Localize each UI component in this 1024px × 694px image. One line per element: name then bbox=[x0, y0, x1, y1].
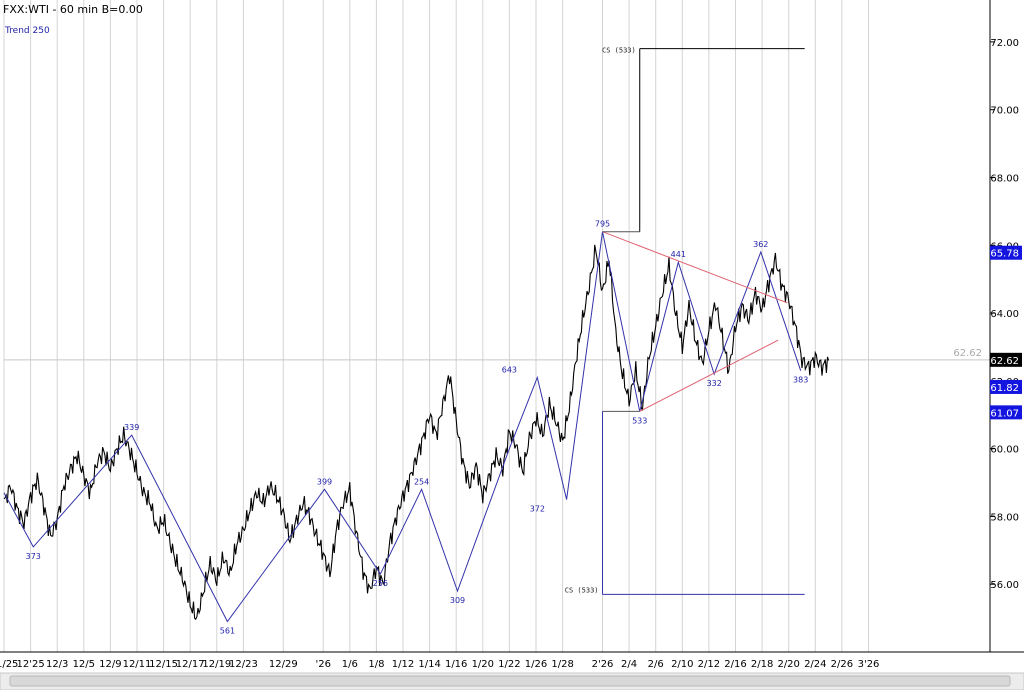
x-tick-label: 12/11 bbox=[123, 659, 152, 670]
wave-label: 643 bbox=[502, 365, 517, 374]
x-tick-label: 1/16 bbox=[445, 659, 467, 670]
x-tick-label: 1/8 bbox=[368, 659, 384, 670]
x-tick-label: 2'26 bbox=[592, 659, 614, 670]
x-tick-label: 11/25 bbox=[0, 659, 18, 670]
x-tick-label: 2/12 bbox=[698, 659, 720, 670]
trend-line bbox=[602, 231, 788, 304]
x-tick-label: 2/16 bbox=[724, 659, 746, 670]
price-badge bbox=[990, 405, 1022, 420]
wave-label: 373 bbox=[26, 552, 41, 561]
x-tick-label: 2/26 bbox=[831, 659, 853, 670]
x-tick-label: 12/17 bbox=[176, 659, 205, 670]
x-tick-label: 1/14 bbox=[418, 659, 440, 670]
x-tick-label: '26 bbox=[315, 659, 330, 670]
grid-layer: 62.62 bbox=[3, 0, 990, 652]
x-tick-label: 1/22 bbox=[498, 659, 520, 670]
wave-label: 383 bbox=[793, 376, 808, 385]
wave-label: 441 bbox=[671, 250, 686, 259]
wave-label: 372 bbox=[530, 504, 545, 513]
current-price-text: 62.62 bbox=[953, 348, 982, 359]
wave-label: 561 bbox=[220, 626, 235, 635]
x-tick-label: 1/12 bbox=[392, 659, 414, 670]
x-tick-label: 12'25 bbox=[16, 659, 44, 670]
x-tick-label: 1/26 bbox=[525, 659, 547, 670]
price-badge-text: 61.82 bbox=[990, 383, 1019, 394]
y-tick-label: 60.00 bbox=[990, 445, 1019, 456]
overlay-layer: CS (533) CS (533) 373 339 561 399 256 254 309 643… bbox=[3, 47, 808, 635]
x-tick-label: 12/29 bbox=[269, 659, 298, 670]
indicator-label: Trend 250 bbox=[4, 26, 50, 36]
x-tick-label: 2/4 bbox=[621, 659, 637, 670]
x-tick-label: 12/19 bbox=[202, 659, 231, 670]
x-tick-label: 12/23 bbox=[229, 659, 258, 670]
y-tick-label: 64.00 bbox=[990, 309, 1019, 320]
wave-label: 795 bbox=[595, 220, 610, 229]
trend-line bbox=[639, 339, 779, 412]
price-badge-text: 65.78 bbox=[990, 249, 1019, 260]
wave-label: 362 bbox=[753, 240, 768, 249]
wave-line bbox=[3, 231, 802, 623]
cs-label: CS (533) bbox=[565, 586, 599, 594]
wave-label: 399 bbox=[317, 477, 332, 486]
wave-label: 332 bbox=[707, 379, 722, 388]
price-badge bbox=[990, 245, 1022, 260]
wave-label: 256 bbox=[373, 579, 388, 588]
y-tick-label: 58.00 bbox=[990, 512, 1019, 523]
wave-label: 339 bbox=[124, 423, 139, 432]
x-tick-label: 2/24 bbox=[804, 659, 826, 670]
x-tick-label: 12/5 bbox=[73, 659, 95, 670]
x-tick-label: 2/20 bbox=[777, 659, 799, 670]
y-tick-label: 56.00 bbox=[990, 580, 1019, 591]
price-badge-text: 61.07 bbox=[990, 408, 1019, 419]
wave-label: 533 bbox=[632, 416, 647, 425]
x-tick-label: 12/9 bbox=[99, 659, 121, 670]
cs-label: CS (533) bbox=[602, 47, 636, 55]
price-layer bbox=[3, 244, 830, 621]
y-tick-label: 72.00 bbox=[990, 38, 1019, 49]
price-line bbox=[3, 244, 830, 621]
plot-background bbox=[4, 0, 990, 652]
wave-label: 309 bbox=[450, 596, 465, 605]
wave-label: 254 bbox=[414, 477, 429, 486]
x-tick-label: 12/15 bbox=[149, 659, 178, 670]
x-tick-label: 1/6 bbox=[342, 659, 358, 670]
x-tick-label: 2/10 bbox=[671, 659, 693, 670]
x-tick-label: 3'26 bbox=[858, 659, 880, 670]
x-tick-label: 1/28 bbox=[551, 659, 573, 670]
y-tick-label: 70.00 bbox=[990, 106, 1019, 117]
y-tick-label: 68.00 bbox=[990, 173, 1019, 184]
price-badge bbox=[990, 352, 1022, 367]
x-tick-label: 2/6 bbox=[648, 659, 664, 670]
price-badge bbox=[990, 379, 1022, 394]
price-badge-text: 62.62 bbox=[990, 356, 1019, 367]
chart-title: FXX:WTI - 60 min B=0.00 bbox=[3, 3, 143, 16]
x-tick-label: 2/18 bbox=[751, 659, 773, 670]
scrollbar-thumb bbox=[9, 675, 1011, 687]
x-tick-label: 12/3 bbox=[46, 659, 68, 670]
x-tick-label: 1/20 bbox=[472, 659, 494, 670]
